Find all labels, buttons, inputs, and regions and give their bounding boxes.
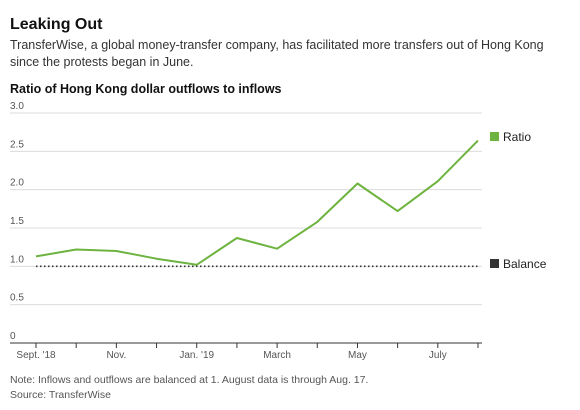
y-tick-label: 2.5 xyxy=(10,139,24,150)
x-tick-label: Jan. '19 xyxy=(179,350,214,361)
balance-legend-swatch xyxy=(490,259,499,268)
y-tick-label: 3.0 xyxy=(10,101,24,112)
ratio-legend-label: Ratio xyxy=(503,130,531,144)
x-tick-label: July xyxy=(429,350,447,361)
y-tick-label: 0.5 xyxy=(10,293,24,304)
line-chart: 0 0.5 1.0 1.5 2.0 2.5 3.0 Sept. '18 Nov. Jan. '1… xyxy=(10,101,547,361)
x-axis-ticks: Sept. '18 Nov. Jan. '19 March May July xyxy=(16,343,479,361)
balance-legend-label: Balance xyxy=(503,257,547,271)
chart-source: Source: TransferWise xyxy=(10,389,111,401)
x-tick-label: Sept. '18 xyxy=(16,350,56,361)
page-title: Leaking Out xyxy=(10,16,103,33)
y-tick-label: 2.0 xyxy=(10,178,24,189)
y-tick-label: 1.0 xyxy=(10,254,24,265)
x-tick-label: Nov. xyxy=(106,350,126,361)
series-lines xyxy=(35,139,479,268)
page-subtitle: TransferWise, a global money-transfer co… xyxy=(10,38,544,69)
chart-title: Ratio of Hong Kong dollar outflows to in… xyxy=(10,82,282,96)
gridlines xyxy=(10,112,482,344)
y-tick-label: 1.5 xyxy=(10,216,24,227)
x-tick-label: May xyxy=(348,350,367,361)
x-tick-label: March xyxy=(263,350,291,361)
legend: Ratio Balance xyxy=(490,130,547,271)
ratio-series-line xyxy=(35,139,479,266)
y-tick-label: 0 xyxy=(10,331,16,342)
chart-note: Note: Inflows and outflows are balanced … xyxy=(10,374,369,386)
y-axis-ticks: 0 0.5 1.0 1.5 2.0 2.5 3.0 xyxy=(10,101,24,342)
ratio-legend-swatch xyxy=(490,132,499,141)
